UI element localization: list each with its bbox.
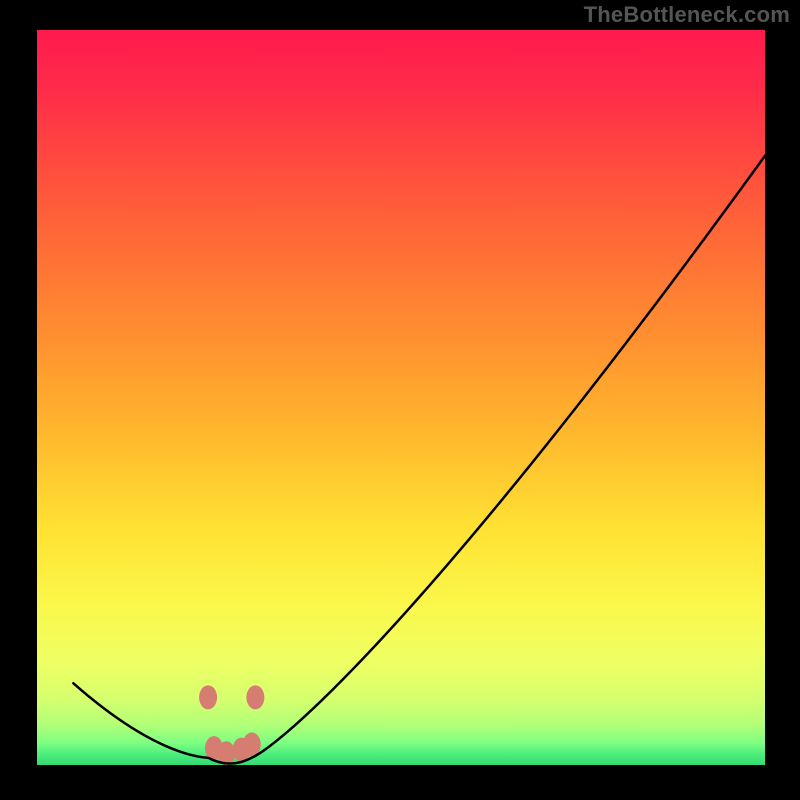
watermark-text: TheBottleneck.com [584, 2, 790, 28]
trough-marker [246, 685, 264, 709]
chart-svg [0, 0, 800, 800]
chart-canvas: TheBottleneck.com [0, 0, 800, 800]
plot-gradient-background [37, 30, 765, 765]
trough-marker [199, 685, 217, 709]
